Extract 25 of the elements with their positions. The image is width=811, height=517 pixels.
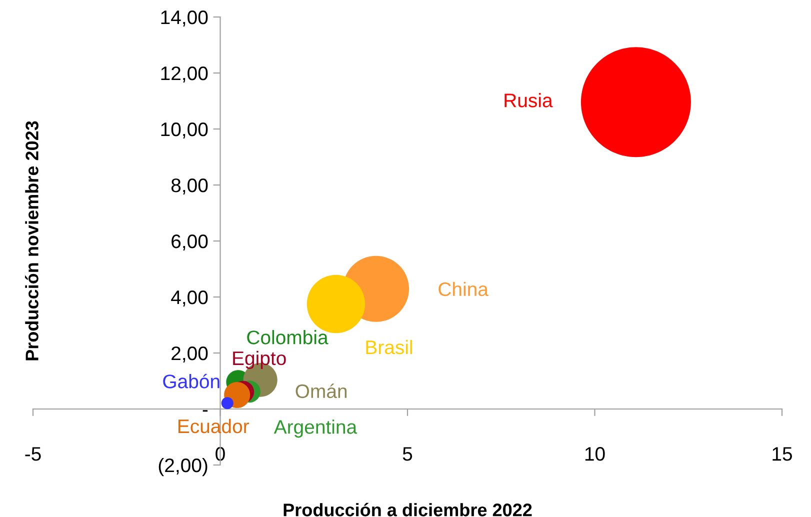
series-label: Rusia: [504, 93, 553, 108]
y-tick-label: (2,00): [158, 458, 208, 476]
x-tick-label: 0: [216, 447, 225, 461]
x-axis-title: Producción a diciembre 2022: [284, 502, 532, 516]
series-label: Omán: [296, 384, 347, 398]
series-label: Ecuador: [178, 418, 249, 434]
y-tick-label: 12,00: [161, 66, 208, 83]
x-tick-label: 15: [772, 447, 792, 461]
series-label: China: [438, 282, 488, 296]
x-tick-label: -5: [25, 447, 41, 461]
y-tick-label: 4,00: [171, 290, 208, 307]
series-label: Gabón: [163, 374, 220, 388]
y-tick-label: 8,00: [171, 178, 208, 195]
y-tick-label: 14,00: [161, 10, 208, 27]
y-axis-title: Producción noviembre 2023: [25, 121, 38, 360]
series-label: Colombia: [247, 330, 328, 344]
series-label: Egipto: [233, 350, 286, 369]
y-tick-label: 6,00: [172, 234, 208, 251]
y-tick-label: 2,00: [172, 346, 208, 363]
series-label: Argentina: [274, 420, 358, 438]
y-tick-label: -: [202, 410, 208, 412]
x-tick-label: 5: [402, 447, 412, 461]
y-tick-label: 10,00: [161, 122, 208, 139]
x-tick-label: 10: [585, 447, 605, 461]
series-label: Brasil: [366, 340, 412, 354]
